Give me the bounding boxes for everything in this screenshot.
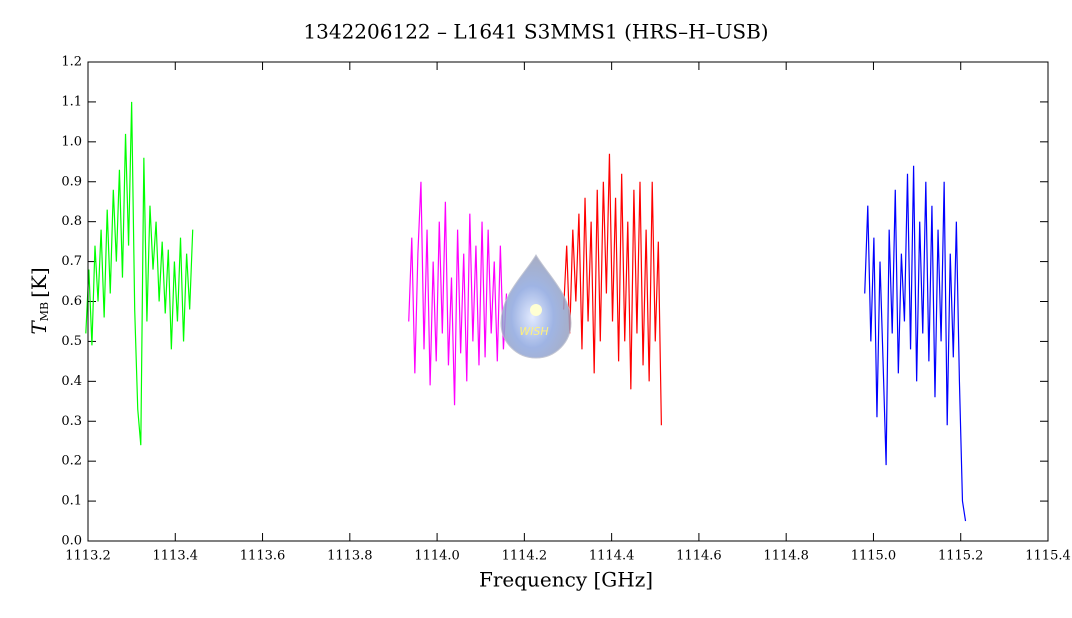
x-tick-label: 1113.4 (153, 549, 199, 564)
y-axis-label: TMB [K] (27, 267, 52, 334)
x-tick-label: 1114.4 (589, 549, 635, 564)
y-axis-symbol: T (27, 320, 51, 335)
y-tick-label: 0.5 (61, 334, 82, 349)
y-tick-label: 1.2 (61, 55, 82, 70)
chart-title: 1342206122 – L1641 S3MMS1 (HRS–H–USB) (303, 20, 768, 44)
x-tick-label: 1113.8 (327, 549, 373, 564)
y-tick-label: 0.1 (61, 494, 82, 509)
y-tick-label: 0.6 (61, 294, 82, 309)
x-axis-label: Frequency [GHz] (479, 568, 653, 592)
x-tick-label: 1114.2 (502, 549, 548, 564)
spectrum-line (408, 181, 508, 406)
x-tick-label: 1114.6 (676, 549, 722, 564)
y-tick-label: 0.7 (61, 254, 82, 269)
logo-star (530, 304, 542, 316)
x-tick-label: 1113.6 (240, 549, 286, 564)
spectrum-line (85, 101, 194, 446)
plot-area (85, 61, 1049, 542)
x-tick-label: 1113.2 (65, 549, 111, 564)
y-tick-label: 0.0 (61, 534, 82, 549)
y-tick-label: 0.4 (61, 374, 82, 389)
spectrum-line (864, 165, 967, 522)
logo-text: WISH (519, 325, 548, 338)
x-tick-label: 1115.2 (938, 549, 984, 564)
y-tick-label: 1.0 (61, 134, 82, 149)
logo: WISH (500, 254, 572, 359)
x-tick-label: 1115.0 (851, 549, 897, 564)
x-tick-label: 1115.4 (1025, 549, 1071, 564)
y-tick-label: 0.9 (61, 174, 82, 189)
y-tick-label: 0.8 (61, 214, 82, 229)
y-tick-label: 1.1 (61, 94, 82, 109)
plot-frame (87, 61, 1049, 542)
y-tick-label: 0.2 (61, 454, 82, 469)
x-tick-label: 1114.8 (763, 549, 809, 564)
y-axis-unit: [K] (27, 267, 51, 298)
spectrum-line (563, 153, 662, 426)
y-tick-label: 0.3 (61, 414, 82, 429)
y-axis-subscript: MB (38, 302, 51, 321)
x-tick-label: 1114.0 (414, 549, 460, 564)
